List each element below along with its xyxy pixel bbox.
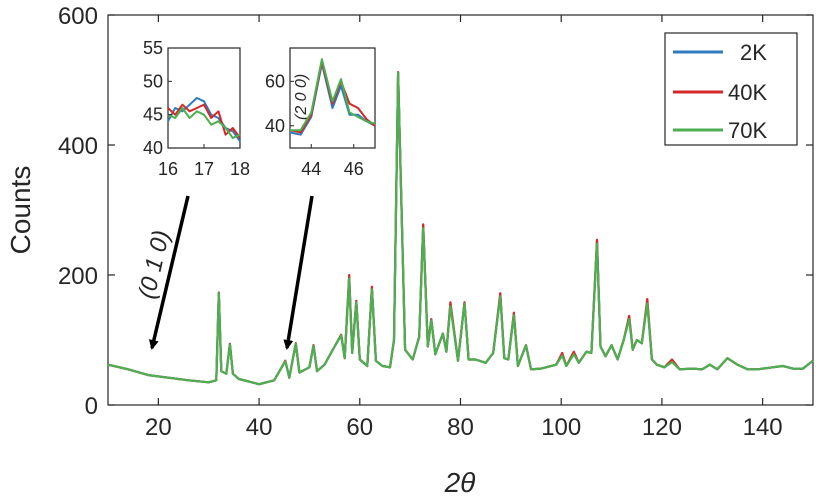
inset-y-tick-label: 45 — [143, 105, 163, 125]
y-tick-label: 200 — [58, 263, 98, 290]
x-tick-label: 60 — [346, 414, 373, 441]
legend-label-40k: 40K — [728, 80, 767, 105]
x-axis-label: 2θ — [444, 467, 476, 498]
inset-x-tick-label: 46 — [344, 159, 364, 179]
inset-200: (2 0 0) 44 46 40 60 — [265, 47, 376, 179]
inset-x-tick-label: 17 — [194, 159, 214, 179]
x-tick-label: 20 — [145, 414, 172, 441]
annotation-arrow-200 — [283, 195, 314, 350]
y-tick-label: 0 — [85, 393, 98, 420]
x-tick-label: 40 — [246, 414, 273, 441]
annotation-arrow-010 — [148, 195, 190, 350]
inset-y-tick-label: 55 — [143, 38, 163, 58]
inset-200-annotation: (2 0 0) — [293, 74, 310, 120]
inset-series-line-70k — [290, 58, 376, 132]
y-tick-label: 400 — [58, 133, 98, 160]
inset-y-tick-label: 50 — [143, 71, 163, 91]
y-tick-label: 600 — [58, 3, 98, 30]
inset-x-tick-label: 18 — [230, 159, 250, 179]
x-tick-label: 80 — [447, 414, 474, 441]
legend-label-2k: 2K — [740, 40, 767, 65]
inset-x-tick-label: 44 — [301, 159, 321, 179]
x-tick-label: 100 — [541, 414, 581, 441]
inset-010: 16 17 18 40 45 50 55 — [143, 38, 250, 179]
inset-series-line-70k — [167, 107, 241, 139]
series-line-70k — [107, 71, 814, 386]
x-tick-label: 140 — [743, 414, 783, 441]
legend-label-70k: 70K — [728, 118, 767, 143]
inset-x-tick-label: 16 — [158, 159, 178, 179]
legend: 2K 40K 70K — [664, 32, 798, 146]
inset-y-tick-label: 60 — [265, 71, 285, 91]
inset-y-tick-label: 40 — [143, 138, 163, 158]
inset-y-tick-label: 40 — [265, 116, 285, 136]
y-axis-label: Counts — [5, 166, 36, 255]
x-tick-label: 120 — [642, 414, 682, 441]
